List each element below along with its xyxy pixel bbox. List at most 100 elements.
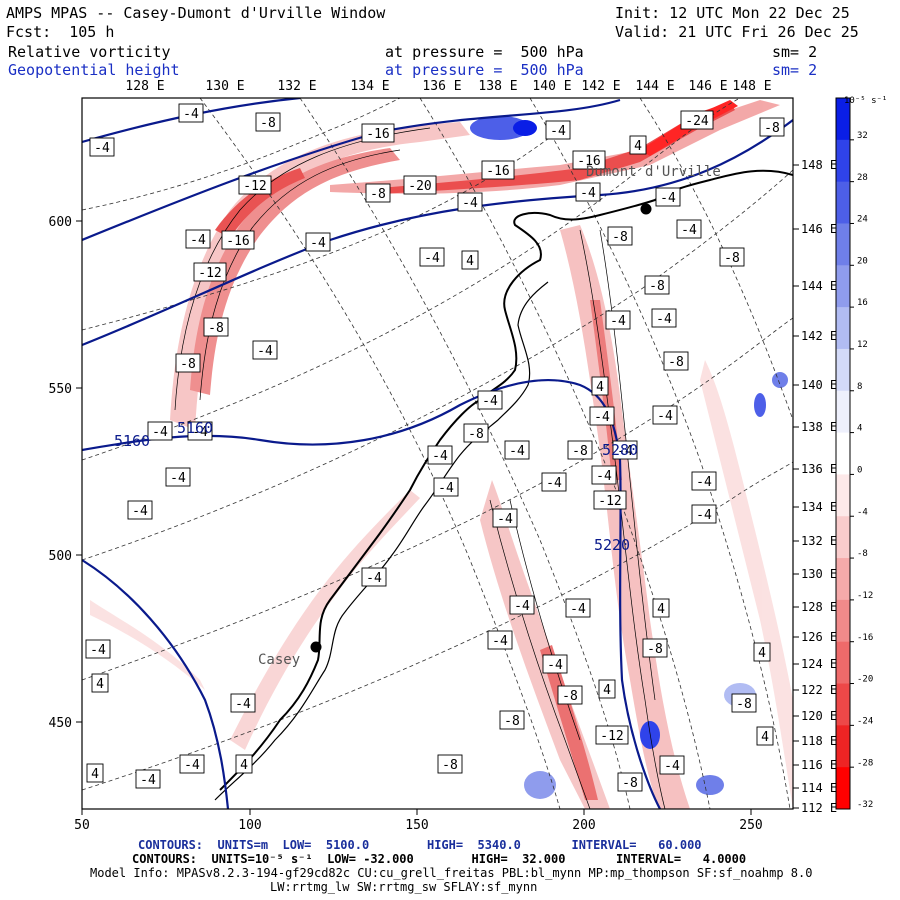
svg-text:-4: -4 [366,571,382,586]
svg-text:-4: -4 [580,186,596,201]
height-contour-label: 5280 [602,441,638,459]
x-tick-label: 250 [739,818,762,833]
coastline [219,169,793,791]
vorticity-value-label: -4 [575,182,601,202]
svg-text:-4: -4 [184,758,200,773]
vorticity-value-label: -20 [403,175,437,195]
colorbar-swatch [836,558,850,601]
colorbar-swatch [836,641,850,685]
colorbar-swatch [836,474,850,517]
top-lon-label: 130 E [205,79,244,94]
svg-text:-16: -16 [366,127,389,142]
right-lon-label: 118 E [801,734,837,748]
right-lon-label: 120 E [801,709,837,723]
right-lon-label: 124 E [801,657,837,671]
field2-level: at pressure = 500 hPa [385,61,584,79]
x-tick-label: 150 [405,818,428,833]
vorticity-value-label: -8 [203,317,229,337]
top-lon-label: 140 E [532,79,571,94]
top-lon-label: 144 E [635,79,674,94]
colorbar-swatch [836,725,850,768]
svg-text:-4: -4 [432,449,448,464]
colorbar-label: 28 [857,173,868,183]
svg-text:-8: -8 [260,116,276,131]
field2-smoothing: sm= 2 [772,61,818,79]
svg-text:-8: -8 [468,427,484,442]
colorbar-swatch [836,265,850,308]
top-lon-label: 132 E [277,79,316,94]
svg-text:-4: -4 [492,634,508,649]
vorticity-value-label: -4 [457,192,483,212]
plot-frame [81,97,794,810]
svg-text:-4: -4 [546,476,562,491]
x-axis-ticks: 50 100 150 200 250 [74,809,763,833]
svg-text:-12: -12 [600,729,623,744]
vorticity-value-label: -4 [565,598,591,618]
svg-text:-4: -4 [94,141,110,156]
right-lon-label: 130 E [801,567,837,581]
y-axis-ticks: 600 550 500 450 [49,215,82,731]
field2-name: Geopotential height [8,61,180,79]
vorticity-value-label: 4 [598,679,616,699]
vorticity-value-label: -8 [607,226,633,246]
svg-text:-8: -8 [504,714,520,729]
svg-text:-4: -4 [696,508,712,523]
vorticity-value-label: -4 [185,229,211,249]
svg-text:-4: -4 [610,314,626,329]
colorbar-label: -20 [857,675,873,685]
vorticity-shading [90,100,793,809]
vorticity-value-label: -8 [644,275,670,295]
colorbar-label: -28 [857,758,873,768]
vorticity-value-label: -4 [230,693,256,713]
valid-time: Valid: 21 UTC Fri 26 Dec 25 [615,23,859,41]
svg-text:-4: -4 [170,471,186,486]
svg-text:-8: -8 [612,230,628,245]
right-lon-label: 116 E [801,758,837,772]
vorticity-value-label: -4 [651,308,677,328]
svg-text:-4: -4 [140,773,156,788]
top-lon-label: 136 E [422,79,461,94]
colorbar-swatch [836,683,850,726]
svg-text:-4: -4 [462,196,478,211]
chart-title: AMPS MPAS -- Casey-Dumont d'Urville Wind… [6,4,386,22]
right-longitude-labels: 148 E 146 E 144 E 142 E 140 E 138 E 136 E 134 E… [793,158,837,815]
top-lon-label: 128 E [125,79,164,94]
vorticity-value-label: -4 [605,310,631,330]
vorticity-value-label: -4 [179,754,205,774]
vorticity-value-label: -4 [427,445,453,465]
height-contour-label: 5220 [594,536,630,554]
y-tick-label: 450 [49,716,72,731]
svg-text:-8: -8 [370,187,386,202]
right-lon-label: 136 E [801,462,837,476]
colorbar-frame [835,97,851,810]
svg-text:4: 4 [466,254,474,269]
colorbar-unit: 10⁻⁵ s⁻¹ [844,96,887,106]
svg-text:-4: -4 [696,475,712,490]
field1-level: at pressure = 500 hPa [385,43,584,61]
svg-text:-4: -4 [152,425,168,440]
svg-text:-4: -4 [257,344,273,359]
colorbar-swatch [836,98,850,141]
colorbar-swatch [836,223,850,266]
colorbar-label: -4 [857,507,868,517]
colorbar-swatch [836,432,850,475]
vorticity-value-label: 4 [629,135,647,155]
svg-text:4: 4 [758,646,766,661]
colorbar-swatch [836,307,850,350]
right-lon-label: 138 E [801,420,837,434]
top-lon-label: 142 E [581,79,620,94]
right-lon-label: 148 E [801,158,837,172]
svg-text:-8: -8 [572,444,588,459]
colorbar-swatch [836,767,850,810]
colorbar-swatch [836,599,850,643]
footer-model-info: Model Info: MPASv8.2.3-194-gf29cd82c CU:… [90,866,813,880]
vorticity-value-label: -16 [221,230,255,250]
vorticity-value-label: 4 [86,763,104,783]
svg-text:-8: -8 [724,251,740,266]
vorticity-value-label: -4 [419,247,445,267]
height-contour-label: 5160 [177,419,213,437]
vorticity-value-label: -8 [499,710,525,730]
svg-text:-12: -12 [198,266,221,281]
vorticity-value-label: -12 [238,175,272,195]
vorticity-value-label: -4 [165,467,191,487]
